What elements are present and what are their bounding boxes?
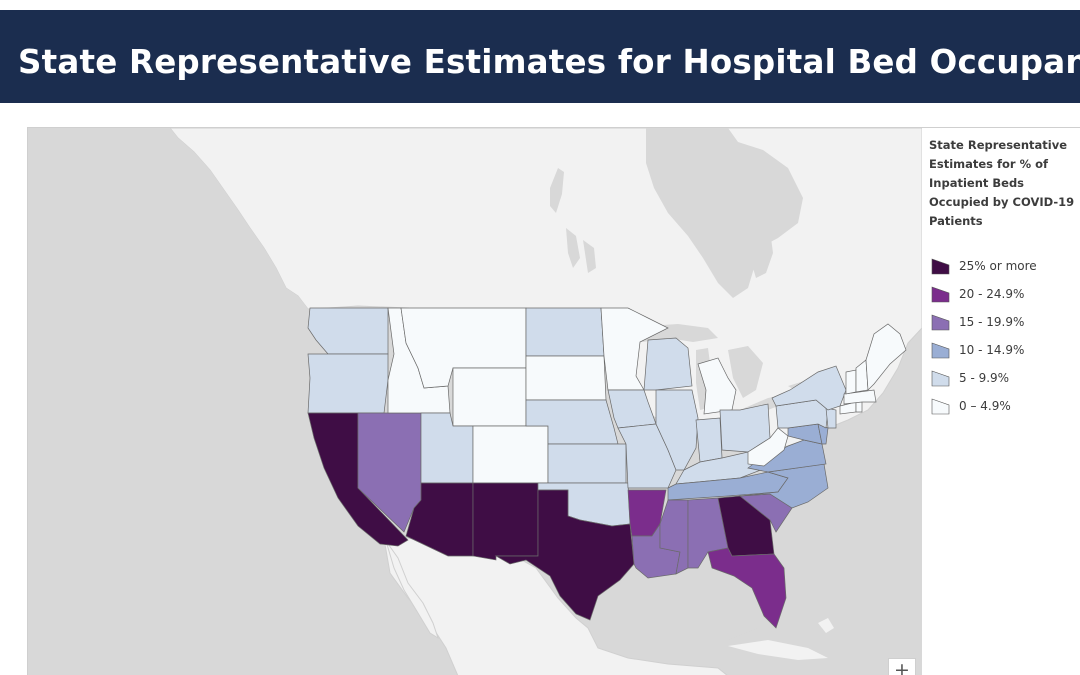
legend-label: 0 – 4.9% — [959, 399, 1011, 413]
state-minnesota[interactable] — [600, 307, 669, 391]
state-virginia[interactable] — [747, 439, 827, 473]
state-indiana[interactable] — [695, 417, 723, 463]
state-florida[interactable] — [707, 547, 787, 629]
map-canvas[interactable] — [28, 128, 922, 675]
state-maine[interactable] — [865, 323, 907, 391]
lake-canada-2 — [583, 240, 596, 273]
legend-swatch — [931, 370, 950, 386]
hudson-bay — [646, 128, 803, 298]
atlantic-ocean — [783, 343, 922, 675]
legend-item: 0 – 4.9% — [931, 396, 1011, 416]
state-new-mexico[interactable] — [472, 482, 539, 561]
lake-canada-1 — [566, 228, 580, 268]
legend-title: State Representative Estimates for % of … — [929, 138, 1075, 228]
state-wisconsin[interactable] — [643, 337, 693, 391]
legend-label: 15 - 19.9% — [959, 315, 1025, 329]
state-oregon[interactable] — [307, 353, 389, 414]
legend-swatch — [931, 398, 950, 414]
map-view[interactable]: State Representative Estimates for % of … — [27, 127, 1080, 675]
state-michigan[interactable] — [697, 357, 737, 415]
state-rhode-island[interactable] — [855, 401, 863, 413]
state-north-dakota[interactable] — [525, 307, 605, 357]
state-north-carolina[interactable] — [739, 463, 829, 509]
legend-swatch — [931, 314, 950, 330]
title-bar — [0, 10, 1080, 103]
legend-label: 20 - 24.9% — [959, 287, 1025, 301]
page-title: State Representative Estimates for Hospi… — [18, 43, 1080, 81]
legend-swatch — [931, 286, 950, 302]
legend-item: 25% or more — [931, 256, 1037, 276]
state-kansas[interactable] — [547, 443, 627, 484]
legend-swatch — [931, 342, 950, 358]
state-mississippi[interactable] — [659, 499, 689, 575]
states-layer — [307, 307, 907, 629]
bahamas — [818, 618, 834, 633]
legend-label: 5 - 9.9% — [959, 371, 1010, 385]
state-vermont[interactable] — [845, 369, 857, 395]
legend-panel: State Representative Estimates for % of … — [922, 128, 1080, 675]
zoom-in-button[interactable]: + — [888, 658, 916, 675]
legend-label: 10 - 14.9% — [959, 343, 1025, 357]
state-new-york[interactable] — [771, 365, 847, 411]
cuba — [728, 640, 828, 660]
state-wyoming[interactable] — [452, 367, 527, 427]
legend-label: 25% or more — [959, 259, 1037, 273]
lake-winnipeg — [550, 168, 564, 213]
state-massachusetts[interactable] — [843, 389, 877, 405]
state-west-virginia[interactable] — [747, 427, 789, 467]
lake-huron — [728, 346, 763, 398]
james-bay — [750, 223, 773, 278]
state-new-jersey[interactable] — [825, 407, 837, 429]
pacific-ocean — [28, 128, 458, 675]
state-texas[interactable] — [494, 489, 635, 621]
legend-swatch — [931, 258, 950, 274]
legend-item: 10 - 14.9% — [931, 340, 1024, 360]
legend-item: 5 - 9.9% — [931, 368, 1009, 388]
state-colorado[interactable] — [472, 425, 549, 484]
legend-item: 15 - 19.9% — [931, 312, 1024, 332]
legend-item: 20 - 24.9% — [931, 284, 1024, 304]
state-south-dakota[interactable] — [525, 355, 607, 401]
baja-california — [385, 540, 439, 640]
gulf-of-mexico — [618, 568, 768, 648]
